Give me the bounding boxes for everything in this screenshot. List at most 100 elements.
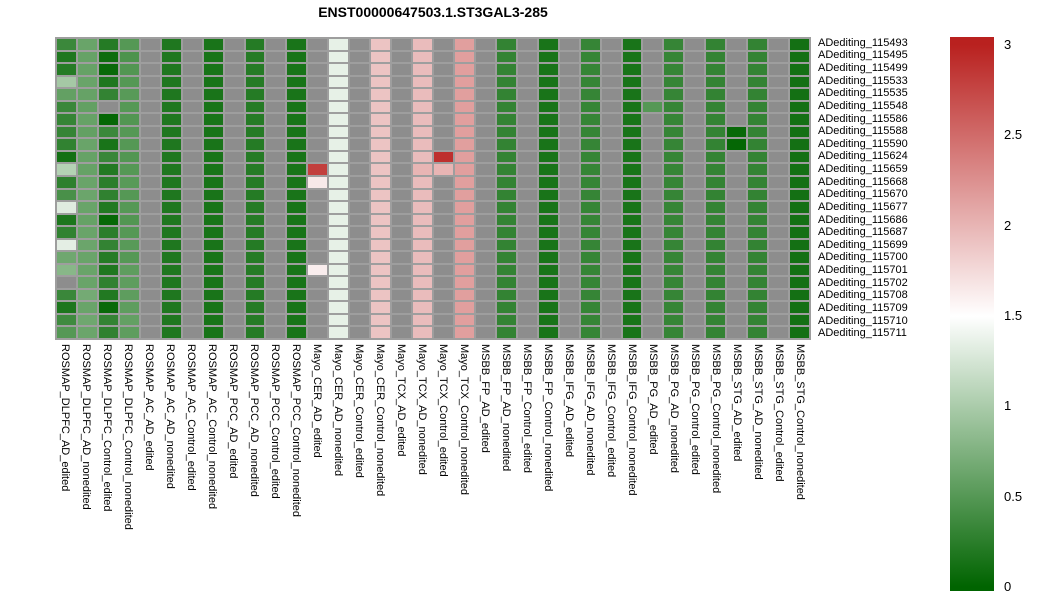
heatmap-cell [790,327,809,338]
heatmap-cell [287,76,307,88]
heatmap-cell [769,189,789,201]
heatmap-cell [266,114,286,125]
heatmap-cell [517,39,537,50]
heatmap-cell [538,164,558,175]
heatmap-cell [392,89,412,100]
heatmap-cell [182,164,202,175]
heatmap-cell [434,176,453,188]
heatmap-cell [245,327,265,338]
heatmap-cell [559,289,579,301]
heatmap-cell [371,289,391,301]
heatmap-cell [224,176,244,188]
heatmap-cell [727,89,747,100]
heatmap-cell [475,302,495,313]
heatmap-cell [622,114,642,125]
heatmap-cell [203,214,223,226]
heatmap-cell [308,76,328,88]
heatmap-cell [748,51,768,63]
heatmap-cell [727,202,747,213]
heatmap-cell [119,64,139,75]
heatmap-cell [98,277,118,288]
heatmap-cell [706,101,726,113]
heatmap-cell [224,151,244,163]
heatmap-cell [371,189,391,201]
heatmap-cell [496,327,516,338]
heatmap-cell [580,89,600,100]
heatmap-cell [454,277,474,288]
heatmap-cell [601,139,621,150]
heatmap-cell [790,277,809,288]
heatmap-cell [538,101,558,113]
heatmap-cell [266,277,286,288]
heatmap-cell [664,202,684,213]
heatmap-cell [790,139,809,150]
heatmap-cell [266,64,286,75]
heatmap-cell [287,114,307,125]
heatmap-cell [559,189,579,201]
heatmap-cell [434,139,453,150]
heatmap-cell [685,76,705,88]
heatmap-cell [371,302,391,313]
col-label: MSBB_STG_Control_edited [773,344,785,482]
heatmap-cell [769,164,789,175]
heatmap-cell [161,327,181,338]
heatmap-cell [517,151,537,163]
heatmap-cell [57,239,76,251]
heatmap-cell [496,289,516,301]
heatmap-cell [517,89,537,100]
heatmap-cell [140,114,160,125]
heatmap-cell [475,277,495,288]
heatmap-cell [287,202,307,213]
heatmap-cell [308,51,328,63]
heatmap-cell [601,39,621,50]
heatmap-cell [538,139,558,150]
heatmap-cell [748,114,768,125]
heatmap-cell [371,264,391,276]
heatmap-cell [664,101,684,113]
heatmap-cell [308,176,328,188]
heatmap-cell [371,252,391,263]
heatmap-cell [161,314,181,326]
heatmap-cell [224,64,244,75]
heatmap-cell [392,227,412,238]
col-label: MSBB_STG_AD_nonedited [752,344,764,480]
heatmap-cell [790,101,809,113]
heatmap-cell [748,264,768,276]
heatmap-cell [517,64,537,75]
heatmap-cell [580,252,600,263]
heatmap-cell [140,76,160,88]
heatmap-cell [475,39,495,50]
heatmap-cell [517,252,537,263]
heatmap-cell [182,239,202,251]
col-label: ROSMAP_DLPFC_Control_nonedited [122,344,134,530]
heatmap-cell [664,289,684,301]
heatmap-cell [601,327,621,338]
heatmap-cell [748,164,768,175]
heatmap-cell [517,239,537,251]
heatmap-cell [454,202,474,213]
heatmap-cell [559,39,579,50]
heatmap-cell [77,89,97,100]
heatmap-cell [434,101,453,113]
heatmap-cell [685,302,705,313]
heatmap-cell [538,239,558,251]
heatmap-cell [559,151,579,163]
heatmap-cell [98,302,118,313]
heatmap-cell [308,314,328,326]
heatmap-cell [454,89,474,100]
heatmap-cell [664,189,684,201]
heatmap-cell [727,264,747,276]
heatmap-cell [727,327,747,338]
heatmap-cell [643,289,663,301]
heatmap-cell [392,101,412,113]
heatmap-cell [769,327,789,338]
heatmap-cell [182,51,202,63]
col-label: ROSMAP_DLPFC_AD_edited [59,344,71,492]
heatmap-cell [161,64,181,75]
heatmap-cell [392,126,412,138]
heatmap-cell [580,164,600,175]
heatmap-cell [140,239,160,251]
col-label: MSBB_PG_Control_edited [689,344,701,475]
heatmap-cell [350,302,370,313]
row-label: ADediting_115499 [818,62,908,75]
